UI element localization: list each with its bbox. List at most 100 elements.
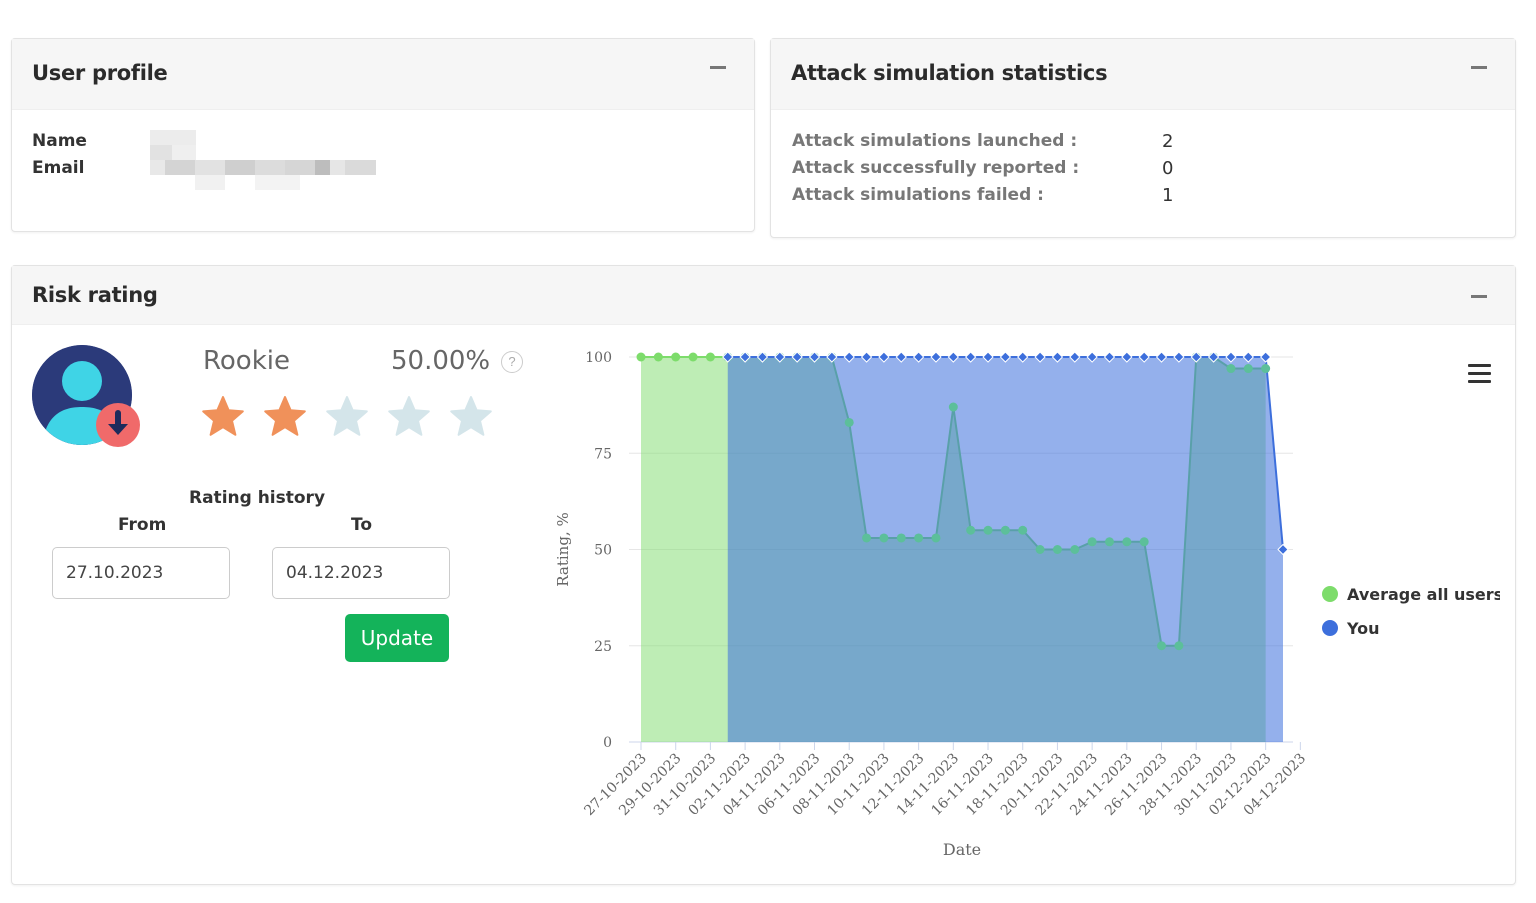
data-point-you bbox=[895, 351, 907, 363]
data-point-average bbox=[688, 352, 698, 362]
data-point-average bbox=[653, 352, 663, 362]
stat-reported-value: 0 bbox=[1162, 158, 1174, 179]
attack-stats-panel: Attack simulation statistics bbox=[770, 38, 1516, 238]
chart-menu-icon[interactable] bbox=[1468, 364, 1491, 384]
from-label: From bbox=[118, 515, 167, 535]
email-label: Email bbox=[32, 158, 85, 178]
data-point-average bbox=[896, 533, 906, 543]
user-profile-title: User profile bbox=[32, 61, 168, 85]
y-tick-label: 100 bbox=[585, 350, 612, 366]
collapse-attack-stats-button[interactable] bbox=[1471, 66, 1487, 69]
data-point-you bbox=[843, 351, 855, 363]
data-point-you bbox=[947, 351, 960, 363]
user-profile-panel: User profile bbox=[11, 38, 755, 232]
data-point-you bbox=[860, 351, 873, 363]
data-point-you bbox=[1277, 543, 1289, 556]
star-filled-icon bbox=[201, 395, 245, 439]
data-point-average bbox=[1174, 641, 1184, 651]
update-button[interactable]: Update bbox=[345, 614, 449, 662]
risk-level-label: Rookie bbox=[203, 346, 290, 376]
data-point-average bbox=[1139, 537, 1149, 547]
data-point-average bbox=[1104, 537, 1114, 547]
email-value-redacted bbox=[150, 160, 376, 190]
risk-percent-value: 50.00% bbox=[391, 346, 491, 376]
rating-down-icon bbox=[96, 403, 140, 447]
data-point-you bbox=[1086, 351, 1098, 363]
collapse-user-profile-button[interactable] bbox=[710, 66, 726, 69]
risk-rating-title: Risk rating bbox=[32, 283, 158, 307]
x-axis-title: Date bbox=[943, 840, 981, 859]
data-point-average bbox=[1035, 545, 1045, 554]
y-tick-label: 25 bbox=[594, 639, 612, 655]
star-empty-icon bbox=[387, 395, 431, 439]
data-point-you bbox=[930, 351, 942, 363]
data-point-you bbox=[1069, 351, 1081, 363]
data-point-you bbox=[826, 351, 838, 363]
data-point-you bbox=[1017, 351, 1029, 363]
to-date-input[interactable] bbox=[272, 547, 450, 599]
data-point-you bbox=[1138, 351, 1150, 363]
data-point-average bbox=[862, 533, 872, 543]
data-point-you bbox=[739, 351, 751, 363]
data-point-average bbox=[844, 417, 854, 427]
data-point-average bbox=[1261, 364, 1271, 374]
data-point-average bbox=[1070, 545, 1080, 554]
y-axis-title: Rating, % bbox=[554, 512, 572, 586]
data-point-average bbox=[914, 533, 924, 543]
data-point-you bbox=[808, 351, 821, 363]
stat-failed-value: 1 bbox=[1162, 185, 1174, 206]
data-point-you bbox=[964, 351, 977, 363]
data-point-you bbox=[774, 351, 786, 363]
data-point-you bbox=[1207, 351, 1220, 363]
data-point-average bbox=[1157, 641, 1167, 651]
data-point-average bbox=[879, 533, 889, 543]
data-point-you bbox=[1155, 351, 1168, 363]
data-point-average bbox=[1018, 525, 1028, 535]
data-point-you bbox=[1259, 351, 1272, 363]
data-point-you bbox=[912, 351, 925, 363]
name-label: Name bbox=[32, 131, 87, 151]
data-point-you bbox=[1225, 351, 1237, 363]
data-point-average bbox=[966, 525, 976, 535]
risk-rating-chart: 025507510027-10-202329-10-202331-10-2023… bbox=[554, 350, 1500, 859]
area-you bbox=[727, 357, 1283, 742]
data-point-you bbox=[791, 351, 803, 363]
data-point-you bbox=[1173, 351, 1185, 363]
data-point-you bbox=[1103, 351, 1116, 363]
data-point-you bbox=[999, 351, 1012, 363]
legend-marker bbox=[1322, 586, 1338, 602]
data-point-average bbox=[1087, 537, 1097, 547]
data-point-average bbox=[931, 533, 941, 543]
data-point-you bbox=[756, 351, 769, 363]
data-point-you bbox=[1121, 351, 1133, 363]
legend-marker bbox=[1322, 620, 1338, 636]
risk-rating-header: Risk rating bbox=[12, 266, 1515, 325]
data-point-you bbox=[1190, 351, 1202, 363]
data-point-average bbox=[1052, 545, 1062, 554]
data-point-you bbox=[1034, 351, 1046, 363]
from-date-input[interactable] bbox=[52, 547, 230, 599]
data-point-average bbox=[1122, 537, 1132, 547]
to-label: To bbox=[351, 515, 373, 535]
data-point-you bbox=[878, 351, 890, 363]
data-point-average bbox=[671, 352, 681, 362]
data-point-average bbox=[705, 352, 715, 362]
collapse-risk-rating-button[interactable] bbox=[1471, 295, 1487, 298]
stat-launched-value: 2 bbox=[1162, 131, 1174, 152]
data-point-you bbox=[1242, 351, 1255, 363]
data-point-average bbox=[1000, 525, 1010, 535]
data-point-average bbox=[1243, 364, 1253, 374]
y-tick-label: 0 bbox=[603, 735, 612, 751]
attack-stats-header: Attack simulation statistics bbox=[771, 39, 1515, 110]
stat-failed-label: Attack simulations failed : bbox=[792, 185, 1044, 205]
data-point-you bbox=[1051, 351, 1064, 363]
star-empty-icon bbox=[325, 395, 369, 439]
stat-launched-label: Attack simulations launched : bbox=[792, 131, 1078, 151]
data-point-average bbox=[948, 402, 958, 412]
star-filled-icon bbox=[263, 395, 307, 439]
y-tick-label: 50 bbox=[594, 543, 612, 559]
name-value-redacted bbox=[150, 130, 196, 160]
data-point-average bbox=[983, 525, 993, 535]
legend-label: You bbox=[1346, 619, 1380, 638]
help-icon[interactable]: ? bbox=[501, 351, 523, 373]
